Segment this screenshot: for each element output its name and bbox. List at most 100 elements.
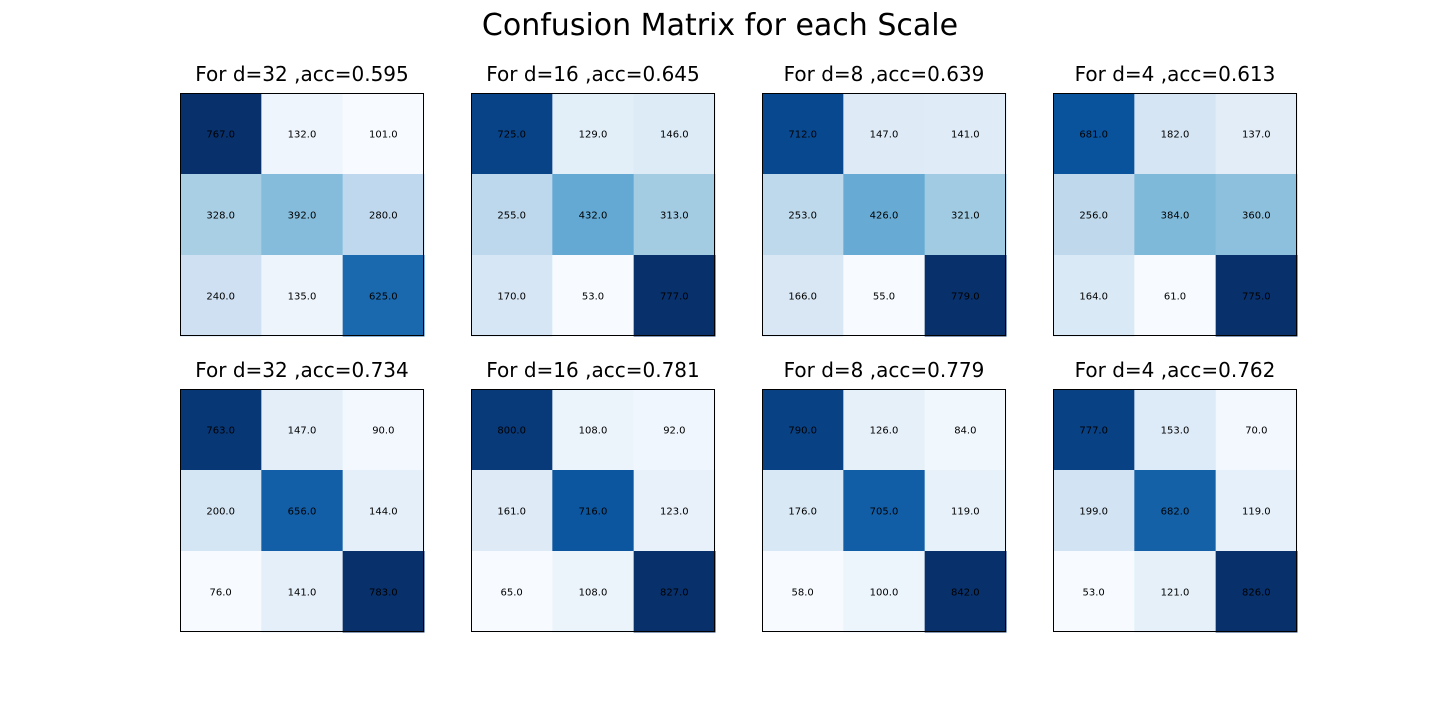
heatmap-cell-r2-c0 [180, 255, 262, 337]
cell-value-r0-c2: 70.0 [1245, 426, 1267, 437]
heatmap-cell-r0-c1 [552, 389, 635, 471]
heatmap-cell-r1-c1 [552, 470, 635, 552]
heatmap-cell-r0-c1 [843, 389, 926, 471]
heatmap-cell-r1-c2 [924, 470, 1007, 552]
heatmap-cell-r2-c0 [762, 255, 844, 337]
heatmap-cell-r2-c2 [1215, 255, 1298, 337]
heatmap-cell-r0-c0 [762, 389, 844, 471]
panel-title: For d=16 ,acc=0.645 [486, 62, 700, 86]
cell-value-r1-c0: 253.0 [788, 211, 817, 222]
cell-value-r2-c1: 53.0 [582, 292, 604, 303]
cell-value-r0-c2: 141.0 [951, 130, 980, 141]
cell-value-r0-c2: 90.0 [372, 426, 394, 437]
heatmap-cell-r1-c0 [471, 470, 553, 552]
heatmap-2: 725.0 129.0 146.0 255.0 432.0 313.0 170.0 53.0 7… [471, 93, 716, 337]
heatmap-cell-r2-c1 [843, 255, 926, 337]
cell-value-r2-c1: 135.0 [288, 292, 317, 303]
cell-value-r2-c1: 61.0 [1164, 292, 1186, 303]
cell-value-r1-c1: 656.0 [288, 507, 317, 518]
heatmap-cell-r2-c0 [762, 551, 844, 633]
panel-title: For d=8 ,acc=0.779 [783, 358, 985, 382]
heatmap-cell-r1-c1 [843, 470, 926, 552]
cell-value-r2-c1: 108.0 [579, 588, 608, 599]
cell-value-r2-c0: 53.0 [1083, 588, 1105, 599]
heatmap-frame [1053, 93, 1297, 336]
heatmap-cell-r0-c1 [1134, 93, 1217, 175]
heatmap-cell-r1-c0 [1053, 174, 1135, 256]
cell-value-r1-c1: 384.0 [1161, 211, 1190, 222]
heatmap-cell-r0-c0 [180, 93, 262, 175]
cell-value-r1-c1: 426.0 [870, 211, 899, 222]
heatmap-cell-r0-c2 [924, 93, 1007, 175]
cell-value-r1-c0: 161.0 [497, 507, 526, 518]
cell-value-r0-c2: 84.0 [954, 426, 976, 437]
heatmap-frame [180, 389, 424, 632]
heatmap-cell-r1-c1 [261, 174, 344, 256]
heatmap-cell-r1-c1 [552, 174, 635, 256]
heatmap-6: 800.0 108.0 92.0 161.0 716.0 123.0 65.0 108.0 82… [471, 389, 716, 633]
heatmap-3: 712.0 147.0 141.0 253.0 426.0 321.0 166.0 55.0 7… [762, 93, 1007, 337]
heatmap-cell-r2-c1 [843, 551, 926, 633]
heatmap-cell-r2-c2 [633, 551, 716, 633]
heatmap-cell-r1-c0 [1053, 470, 1135, 552]
cell-value-r2-c2: 783.0 [369, 588, 398, 599]
cell-value-r0-c1: 129.0 [579, 130, 608, 141]
heatmap-cell-r2-c0 [471, 551, 553, 633]
cell-value-r2-c0: 170.0 [497, 292, 526, 303]
cell-value-r2-c0: 166.0 [788, 292, 817, 303]
cell-value-r1-c0: 199.0 [1079, 507, 1108, 518]
panel-title: For d=32 ,acc=0.595 [195, 62, 409, 86]
cell-value-r1-c1: 705.0 [870, 507, 899, 518]
heatmap-cell-r0-c2 [924, 389, 1007, 471]
heatmap-cell-r0-c2 [1215, 93, 1298, 175]
heatmap-cell-r2-c0 [471, 255, 553, 337]
heatmap-cell-r1-c1 [1134, 470, 1217, 552]
heatmap-cell-r2-c2 [924, 255, 1007, 337]
heatmap-cell-r0-c0 [762, 93, 844, 175]
heatmap-cell-r0-c1 [261, 389, 344, 471]
heatmap-cell-r1-c0 [762, 174, 844, 256]
heatmap-cell-r0-c1 [1134, 389, 1217, 471]
cell-value-r0-c1: 182.0 [1161, 130, 1190, 141]
cell-value-r2-c2: 842.0 [951, 588, 980, 599]
heatmap-cell-r2-c1 [1134, 551, 1217, 633]
heatmap-cell-r0-c1 [843, 93, 926, 175]
heatmap-frame [1053, 389, 1297, 632]
heatmap-cell-r1-c0 [471, 174, 553, 256]
cell-value-r1-c1: 682.0 [1161, 507, 1190, 518]
heatmap-cell-r1-c2 [633, 470, 716, 552]
heatmap-cell-r1-c2 [633, 174, 716, 256]
cell-value-r1-c1: 716.0 [579, 507, 608, 518]
heatmap-frame [471, 389, 715, 632]
heatmap-cell-r1-c2 [342, 174, 425, 256]
cell-value-r0-c2: 137.0 [1242, 130, 1271, 141]
cell-value-r0-c2: 101.0 [369, 130, 398, 141]
heatmap-cell-r2-c2 [1215, 551, 1298, 633]
cell-value-r1-c0: 176.0 [788, 507, 817, 518]
panel-title: For d=32 ,acc=0.734 [195, 358, 409, 382]
panel-title: For d=4 ,acc=0.613 [1074, 62, 1276, 86]
heatmap-cell-r1-c0 [762, 470, 844, 552]
cell-value-r1-c0: 256.0 [1079, 211, 1108, 222]
cell-value-r2-c1: 141.0 [288, 588, 317, 599]
heatmap-cell-r1-c2 [1215, 470, 1298, 552]
cell-value-r2-c1: 55.0 [873, 292, 895, 303]
cell-value-r1-c2: 144.0 [369, 507, 398, 518]
cell-value-r1-c0: 200.0 [206, 507, 235, 518]
heatmap-cell-r0-c2 [633, 389, 716, 471]
cell-value-r0-c1: 147.0 [870, 130, 899, 141]
heatmap-cell-r0-c0 [180, 389, 262, 471]
heatmap-cell-r2-c1 [261, 551, 344, 633]
heatmap-frame [762, 93, 1006, 336]
cell-value-r2-c2: 777.0 [660, 292, 689, 303]
cell-value-r2-c2: 625.0 [369, 292, 398, 303]
heatmap-cell-r1-c0 [180, 470, 262, 552]
heatmap-cell-r1-c1 [843, 174, 926, 256]
cell-value-r1-c2: 280.0 [369, 211, 398, 222]
heatmap-cell-r0-c2 [342, 389, 425, 471]
cell-value-r0-c2: 146.0 [660, 130, 689, 141]
cell-value-r1-c1: 432.0 [579, 211, 608, 222]
cell-value-r0-c0: 777.0 [1079, 426, 1108, 437]
heatmap-cell-r1-c1 [261, 470, 344, 552]
heatmap-cell-r0-c2 [1215, 389, 1298, 471]
